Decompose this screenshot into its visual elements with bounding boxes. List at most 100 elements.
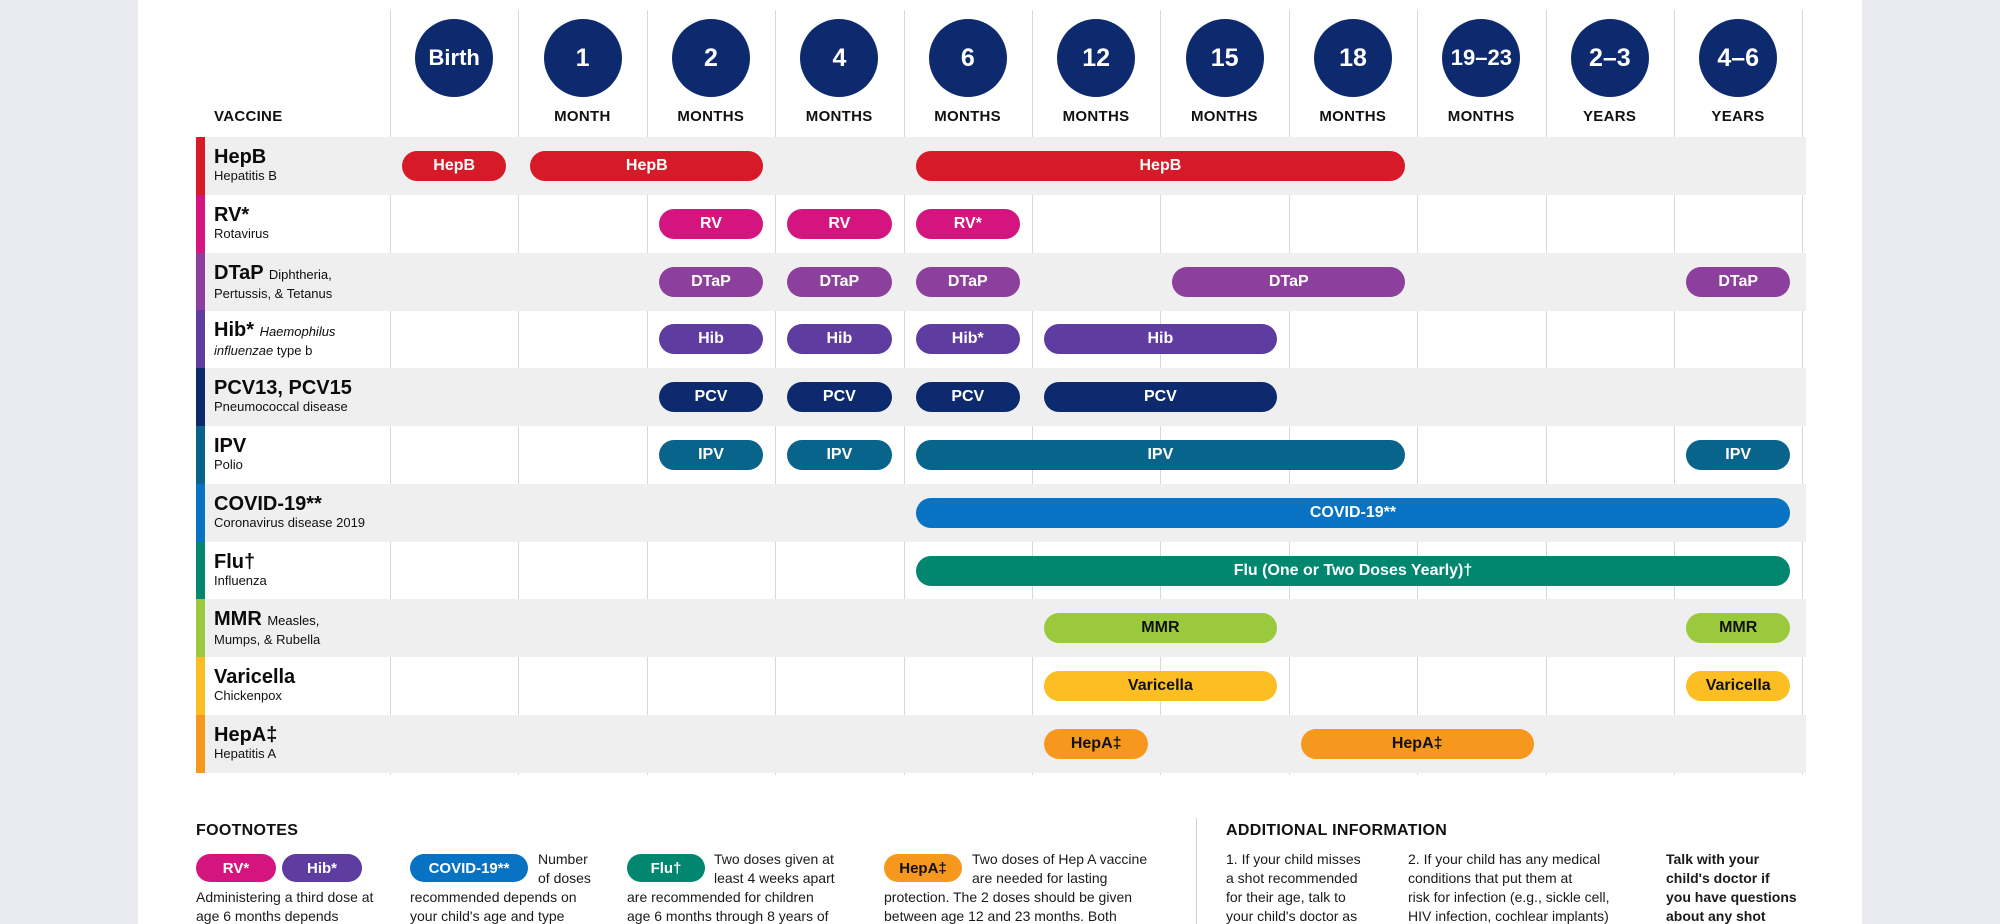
vaccine-color-bar <box>196 483 205 542</box>
footnote-hepa-text-2: are needed for lasting <box>972 870 1108 886</box>
age-circle: 6 <box>928 19 1007 97</box>
vaccine-description-text: Coronavirus disease 2019 <box>214 514 366 530</box>
footnote-covid-text-4: your child's age and type <box>410 908 565 924</box>
vaccine-description: Influenza <box>214 573 394 589</box>
dose-pill: Varicella <box>1044 671 1277 702</box>
vaccine-name: MMR Measles, <box>214 608 394 632</box>
dose-pill: DTaP <box>1686 266 1791 297</box>
footnote-covid-text-2: of doses <box>538 870 591 886</box>
dose-pill: DTaP <box>787 266 892 297</box>
footnote-rv-hib-text: Administering a third dose at age 6 mont… <box>196 889 374 924</box>
vaccine-color-bar <box>196 368 205 427</box>
dose-pill: Hib <box>787 324 892 355</box>
dose-pill: HepA‡ <box>1044 728 1149 759</box>
vaccine-description-text: Rotavirus <box>214 225 269 241</box>
footnotes-title: FOOTNOTES <box>196 822 299 839</box>
vaccine-name-text: Varicella <box>214 666 296 689</box>
age-circle: 18 <box>1314 19 1392 97</box>
age-circle: 2 <box>672 19 750 97</box>
vaccine-label: DTaP Diphtheria, Pertussis, & Tetanus <box>214 262 394 302</box>
age-circle: 4–6 <box>1699 19 1778 97</box>
vaccine-description-text: type b <box>273 343 313 359</box>
vaccine-name: HepA‡ <box>214 724 394 746</box>
vaccine-label: RV* Rotavirus <box>214 204 394 242</box>
vaccine-name: Hib* Haemophilus <box>214 319 394 343</box>
vaccine-description: Mumps, & Rubella <box>214 632 394 648</box>
age-unit-label: MONTHS <box>1062 108 1130 125</box>
age-circle: 2–3 <box>1570 19 1649 97</box>
footnote-covid-text-1: Number <box>538 851 588 867</box>
vaccine-color-bar <box>196 137 205 195</box>
age-circle: 15 <box>1185 19 1264 97</box>
dose-pill: PCV <box>1044 382 1277 413</box>
vaccine-name-text: RV* <box>214 203 250 226</box>
age-unit-label: YEARS <box>1711 108 1765 125</box>
dose-pill: PCV <box>915 382 1020 413</box>
additional-col3-line: you have questions <box>1666 889 1797 905</box>
footnote-covid-pill: COVID-19** <box>410 854 528 882</box>
vaccine-inline-description: Haemophilus <box>259 324 336 340</box>
footnote-hib-pill: Hib* <box>282 854 362 882</box>
additional-col2-line: HIV infection, cochlear implants) <box>1408 908 1609 924</box>
vaccine-name-text: HepB <box>214 146 267 168</box>
additional-col3-line: child's doctor if <box>1666 870 1770 886</box>
vaccine-name: Varicella <box>214 666 394 688</box>
vaccine-label: Flu† Influenza <box>214 551 394 589</box>
dose-pill: DTaP <box>1172 266 1406 297</box>
age-circle: 4 <box>800 19 879 97</box>
vaccine-label: Hib* Haemophilus influenzae type b <box>214 319 394 359</box>
age-unit-label: MONTHS <box>805 108 873 125</box>
age-unit-label: MONTHS <box>1190 108 1258 125</box>
vaccine-row <box>196 599 1806 658</box>
vaccine-name-text: HepA‡ <box>214 724 278 746</box>
vaccine-label: PCV13, PCV15 Pneumococcal disease <box>214 377 394 415</box>
dose-pill: HepB <box>915 150 1406 181</box>
dose-pill: RV* <box>915 208 1020 239</box>
additional-col1-line: 1. If your child misses <box>1226 851 1361 867</box>
vaccine-description-text: Hepatitis B <box>214 168 277 183</box>
additional-col2-line: conditions that put them at <box>1408 870 1573 886</box>
dose-pill: Varicella <box>1686 671 1791 702</box>
vaccine-color-bar <box>196 715 205 773</box>
vaccine-name: RV* <box>214 204 394 226</box>
additional-info-col-2: 2. If your child has any medical conditi… <box>1408 850 1610 924</box>
vaccine-description-text: Chickenpox <box>214 688 282 704</box>
vaccine-description: Rotavirus <box>214 226 394 242</box>
vaccine-description: Hepatitis A <box>214 746 394 762</box>
vaccine-label: HepB Hepatitis B <box>214 146 394 184</box>
dose-pill: HepB <box>530 150 764 181</box>
dose-pill: HepB <box>402 150 507 181</box>
vaccine-description: Hepatitis B <box>214 168 394 184</box>
vaccine-color-bar <box>196 426 205 484</box>
vaccine-description: Chickenpox <box>214 688 394 704</box>
vaccine-row <box>196 657 1806 715</box>
age-unit-label: MONTH <box>554 108 611 125</box>
dose-pill: RV <box>658 208 764 239</box>
vaccine-color-bar <box>196 541 205 600</box>
schedule-sheet: Birth 1 MONTH 2 MONTHS 4 MONTHS 6 MONTHS 12 MONTHS… <box>138 0 1862 924</box>
dose-pill: IPV <box>1686 439 1791 470</box>
vaccine-name-text: Hib* <box>214 319 254 342</box>
vaccine-color-bar <box>196 310 205 369</box>
additional-col2-line: 2. If your child has any medical <box>1408 851 1601 867</box>
additional-info-col-3: Talk with your child's doctor if you hav… <box>1666 850 1797 924</box>
footnote-hepa-pill: HepA‡ <box>884 854 962 882</box>
age-circle: Birth <box>415 19 494 97</box>
additional-info-col-1: 1. If your child misses a shot recommend… <box>1226 850 1361 924</box>
dose-pill: IPV <box>915 439 1406 470</box>
age-unit-label: MONTHS <box>934 108 1001 125</box>
vaccine-description: Polio <box>214 457 394 473</box>
age-circle: 12 <box>1057 19 1136 97</box>
vaccine-label: IPV Polio <box>214 435 394 473</box>
vaccine-label: COVID-19** Coronavirus disease 2019 <box>214 493 394 531</box>
vaccine-description: Pertussis, & Tetanus <box>214 286 394 302</box>
additional-col1-line: for their age, talk to <box>1226 889 1346 905</box>
vaccine-description: Pneumococcal disease <box>214 399 394 415</box>
footnote-flu-text-3: are recommended for children <box>627 889 814 905</box>
vaccine-description-text: Pneumococcal disease <box>214 399 348 415</box>
additional-info-title: ADDITIONAL INFORMATION <box>1226 822 1448 839</box>
vaccine-description-text: Influenza <box>214 572 267 588</box>
age-unit-label: MONTHS <box>1447 108 1515 125</box>
vaccine-inline-description: Measles, <box>267 613 320 629</box>
footnote-hepa-text-3: protection. The 2 doses should be given <box>884 889 1133 905</box>
